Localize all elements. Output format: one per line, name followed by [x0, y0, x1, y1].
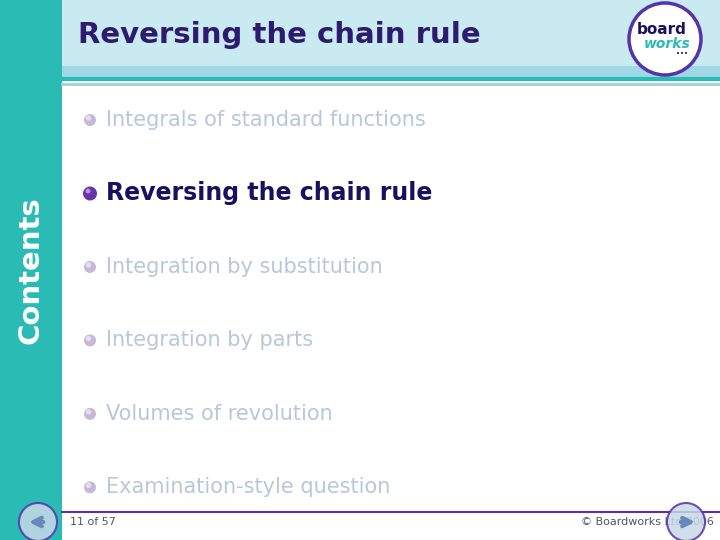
Circle shape: [83, 186, 97, 200]
Text: 11 of 57: 11 of 57: [70, 517, 116, 527]
Circle shape: [86, 409, 91, 415]
Circle shape: [86, 116, 91, 121]
Text: Reversing the chain rule: Reversing the chain rule: [106, 181, 433, 206]
Circle shape: [86, 262, 91, 268]
Circle shape: [86, 483, 91, 488]
Text: works: works: [644, 37, 690, 51]
Circle shape: [84, 408, 96, 420]
FancyBboxPatch shape: [62, 66, 720, 78]
Text: Volumes of revolution: Volumes of revolution: [106, 404, 333, 424]
Circle shape: [86, 188, 91, 193]
FancyBboxPatch shape: [0, 0, 62, 540]
Text: Integration by parts: Integration by parts: [106, 330, 313, 350]
FancyBboxPatch shape: [62, 0, 720, 78]
Text: Examination-style question: Examination-style question: [106, 477, 390, 497]
Circle shape: [86, 336, 91, 341]
Circle shape: [84, 481, 96, 494]
Circle shape: [84, 261, 96, 273]
Circle shape: [84, 114, 96, 126]
Text: Integrals of standard functions: Integrals of standard functions: [106, 110, 426, 130]
Text: Integration by substitution: Integration by substitution: [106, 257, 383, 277]
Text: © Boardworks Ltd 2006: © Boardworks Ltd 2006: [581, 517, 714, 527]
Circle shape: [629, 3, 701, 75]
Circle shape: [84, 334, 96, 346]
Text: •••: •••: [676, 51, 688, 57]
Circle shape: [667, 503, 705, 540]
Circle shape: [19, 503, 57, 540]
Text: board: board: [637, 22, 687, 37]
Text: Reversing the chain rule: Reversing the chain rule: [78, 21, 481, 49]
Text: Contents: Contents: [17, 196, 45, 344]
